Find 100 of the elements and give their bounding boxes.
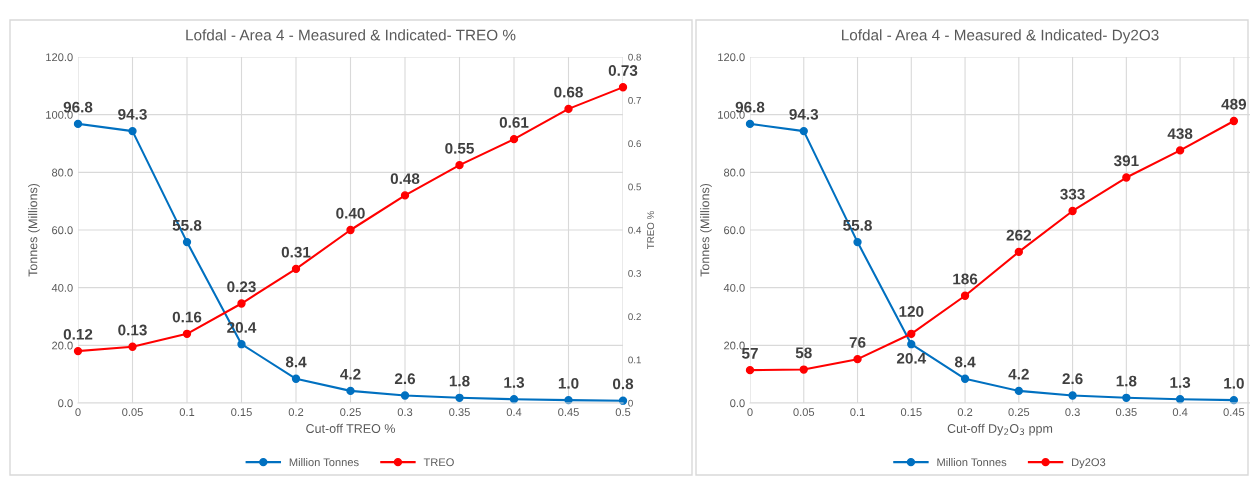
y-tick-label: 60.0 <box>52 226 73 235</box>
x-tick-label: 0.05 <box>122 408 143 417</box>
x-tick-label: 0.35 <box>1115 408 1137 417</box>
point <box>564 104 573 114</box>
point <box>853 355 862 364</box>
data-label: 1.0 <box>1224 377 1244 389</box>
point <box>182 329 192 338</box>
data-label: 94.3 <box>789 108 819 120</box>
y-tick-label: 120.0 <box>718 53 745 62</box>
chart-title: Lofdal - Area 4 - Measured & Indicated- Dy2O3 <box>842 29 1159 44</box>
y-axis-title: Tonnes (Millions) <box>28 183 40 277</box>
point <box>400 191 410 200</box>
data-label: 0.23 <box>227 281 256 293</box>
data-label: 489 <box>1221 98 1247 110</box>
point <box>960 374 970 383</box>
data-label: 0.40 <box>336 207 365 219</box>
y-tick-label: 0.0 <box>730 399 745 408</box>
y-tick-label: 20.0 <box>52 341 73 350</box>
x-tick-label: 0.1 <box>850 408 865 417</box>
data-label: 0.12 <box>63 328 93 340</box>
x-tick-label: 0.3 <box>1065 408 1080 417</box>
legend-label: TREO <box>423 458 454 467</box>
y-tick-label: 40.0 <box>51 283 73 292</box>
point <box>799 126 808 136</box>
point <box>509 395 519 404</box>
data-label: 0.13 <box>118 324 147 336</box>
point <box>1175 146 1185 155</box>
data-label: 4.2 <box>340 368 361 380</box>
x-tick-label: 0.25 <box>1008 408 1030 417</box>
data-label: 1.3 <box>504 377 525 388</box>
data-label: 57 <box>741 348 758 359</box>
point <box>237 299 246 308</box>
x-tick-label: 0.15 <box>231 408 252 417</box>
y2-tick-label: 0.7 <box>628 96 641 104</box>
point <box>346 386 355 396</box>
x-tick-label: 0.4 <box>506 408 522 417</box>
x-tick-label: 0.05 <box>793 408 815 417</box>
x-tick-label: 0.5 <box>615 408 631 417</box>
data-label: 1.0 <box>558 377 579 389</box>
y2-tick-label: 0.4 <box>628 226 642 234</box>
point <box>509 135 519 144</box>
y-tick-label: 80.0 <box>52 168 73 177</box>
data-label: 1.8 <box>449 375 470 387</box>
data-label: 391 <box>1113 155 1139 167</box>
point <box>1014 386 1023 396</box>
data-label: 96.8 <box>735 101 765 113</box>
x-tick-label: 0.45 <box>1223 408 1245 417</box>
x-axis-title: Cut-off Dy$_{2}$O$_{3}$ ppm <box>947 423 1053 436</box>
data-label: 1.8 <box>1116 375 1137 387</box>
point <box>907 329 916 338</box>
y-tick-label: 0.0 <box>58 399 73 408</box>
point <box>1175 395 1185 404</box>
y2-tick-label: 0.6 <box>628 140 641 148</box>
data-label: 0.61 <box>499 117 529 128</box>
data-label: 58 <box>795 347 812 359</box>
point <box>291 374 301 383</box>
data-label: 2.6 <box>394 373 416 385</box>
y2-tick-label: 0.5 <box>628 183 641 191</box>
y2-tick-label: 0.2 <box>628 313 641 321</box>
point <box>237 340 246 349</box>
data-label: 0.8 <box>612 378 634 390</box>
point <box>745 119 755 129</box>
point <box>455 393 464 402</box>
x-tick-label: 0.25 <box>340 408 361 417</box>
point <box>346 225 355 235</box>
point <box>1122 173 1131 182</box>
x-tick-label: 0.2 <box>957 408 973 417</box>
x-tick-label: 0.35 <box>449 408 470 417</box>
point <box>853 237 862 247</box>
data-label: 0.68 <box>554 86 583 98</box>
legend-label: Dy2O3 <box>1072 458 1106 469</box>
y-tick-label: 20.0 <box>724 341 745 350</box>
data-label: 333 <box>1060 188 1085 200</box>
point <box>73 346 83 356</box>
y-tick-label: 100.0 <box>46 110 73 119</box>
y-tick-label: 80.0 <box>724 168 745 177</box>
data-label: 0.55 <box>445 142 474 154</box>
data-label: 0.31 <box>281 246 311 258</box>
data-label: 2.6 <box>1062 373 1083 385</box>
x-tick-label: 0.15 <box>900 408 922 417</box>
point <box>128 126 137 136</box>
point <box>1014 247 1023 257</box>
data-label: 1.3 <box>1170 377 1191 388</box>
y2-tick-label: 0.3 <box>628 269 641 277</box>
point <box>745 365 755 375</box>
data-label: 0.73 <box>608 65 638 76</box>
data-label: 8.4 <box>285 356 307 368</box>
x-axis-title: Cut-off TREO % <box>306 423 395 433</box>
point <box>1068 391 1077 400</box>
point <box>291 264 301 274</box>
data-label: 96.8 <box>63 101 93 113</box>
y-tick-label: 40.0 <box>723 283 745 292</box>
data-label: 0.16 <box>172 311 202 323</box>
point <box>73 119 83 129</box>
x-tick-label: 0.45 <box>558 408 579 417</box>
x-tick-label: 0.3 <box>397 408 413 417</box>
data-label: 4.2 <box>1008 368 1029 380</box>
data-label: 0.48 <box>390 173 420 185</box>
data-label: 76 <box>849 337 866 348</box>
data-label: 186 <box>953 273 978 285</box>
